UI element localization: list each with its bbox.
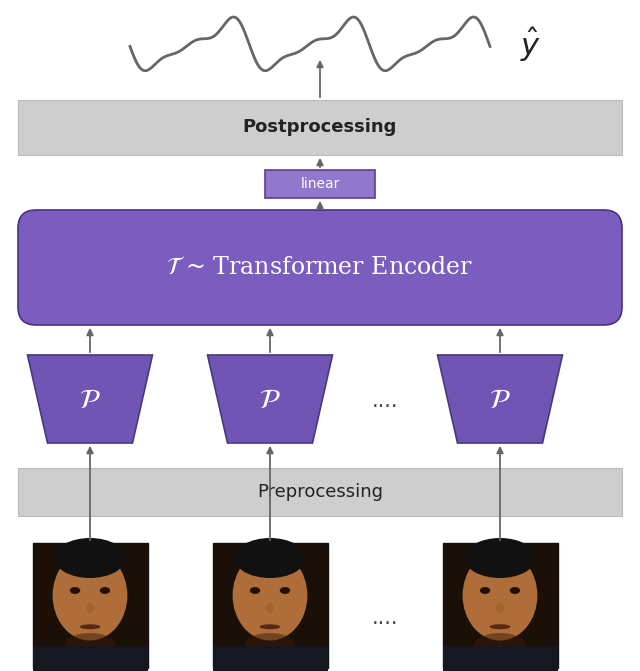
Ellipse shape: [463, 550, 538, 641]
Ellipse shape: [496, 603, 504, 613]
Ellipse shape: [250, 587, 260, 594]
Bar: [212, 646, 328, 670]
Text: $\mathcal{P}$: $\mathcal{P}$: [79, 387, 101, 414]
Ellipse shape: [234, 538, 306, 578]
Bar: [212, 543, 328, 668]
Ellipse shape: [244, 633, 296, 658]
Text: ....: ....: [372, 608, 398, 628]
Text: $\hat{y}$: $\hat{y}$: [520, 26, 541, 64]
Bar: [33, 646, 147, 670]
Text: Preprocessing: Preprocessing: [257, 483, 383, 501]
Text: linear: linear: [300, 177, 340, 191]
Polygon shape: [28, 355, 152, 443]
Ellipse shape: [232, 550, 307, 641]
Text: $\mathcal{T}$ ~ Transformer Encoder: $\mathcal{T}$ ~ Transformer Encoder: [166, 256, 474, 279]
Ellipse shape: [266, 603, 274, 613]
Ellipse shape: [52, 550, 127, 641]
Ellipse shape: [480, 587, 490, 594]
Bar: [442, 543, 557, 668]
Bar: [442, 646, 557, 670]
Ellipse shape: [54, 538, 125, 578]
Bar: [33, 543, 147, 668]
Polygon shape: [207, 355, 333, 443]
Bar: [265, 170, 375, 198]
Ellipse shape: [64, 633, 116, 658]
Ellipse shape: [100, 587, 110, 594]
Ellipse shape: [490, 624, 510, 629]
Text: $\mathcal{P}$: $\mathcal{P}$: [259, 387, 281, 414]
FancyBboxPatch shape: [18, 210, 622, 325]
Ellipse shape: [86, 603, 94, 613]
Text: Postprocessing: Postprocessing: [243, 119, 397, 136]
Ellipse shape: [70, 587, 80, 594]
Ellipse shape: [280, 587, 290, 594]
Ellipse shape: [465, 538, 536, 578]
Text: ....: ....: [372, 391, 398, 411]
Ellipse shape: [510, 587, 520, 594]
Text: $\mathcal{P}$: $\mathcal{P}$: [489, 387, 511, 414]
Bar: [18, 468, 622, 516]
Ellipse shape: [79, 624, 100, 629]
Ellipse shape: [474, 633, 526, 658]
Bar: [18, 100, 622, 155]
Ellipse shape: [260, 624, 280, 629]
Polygon shape: [438, 355, 563, 443]
